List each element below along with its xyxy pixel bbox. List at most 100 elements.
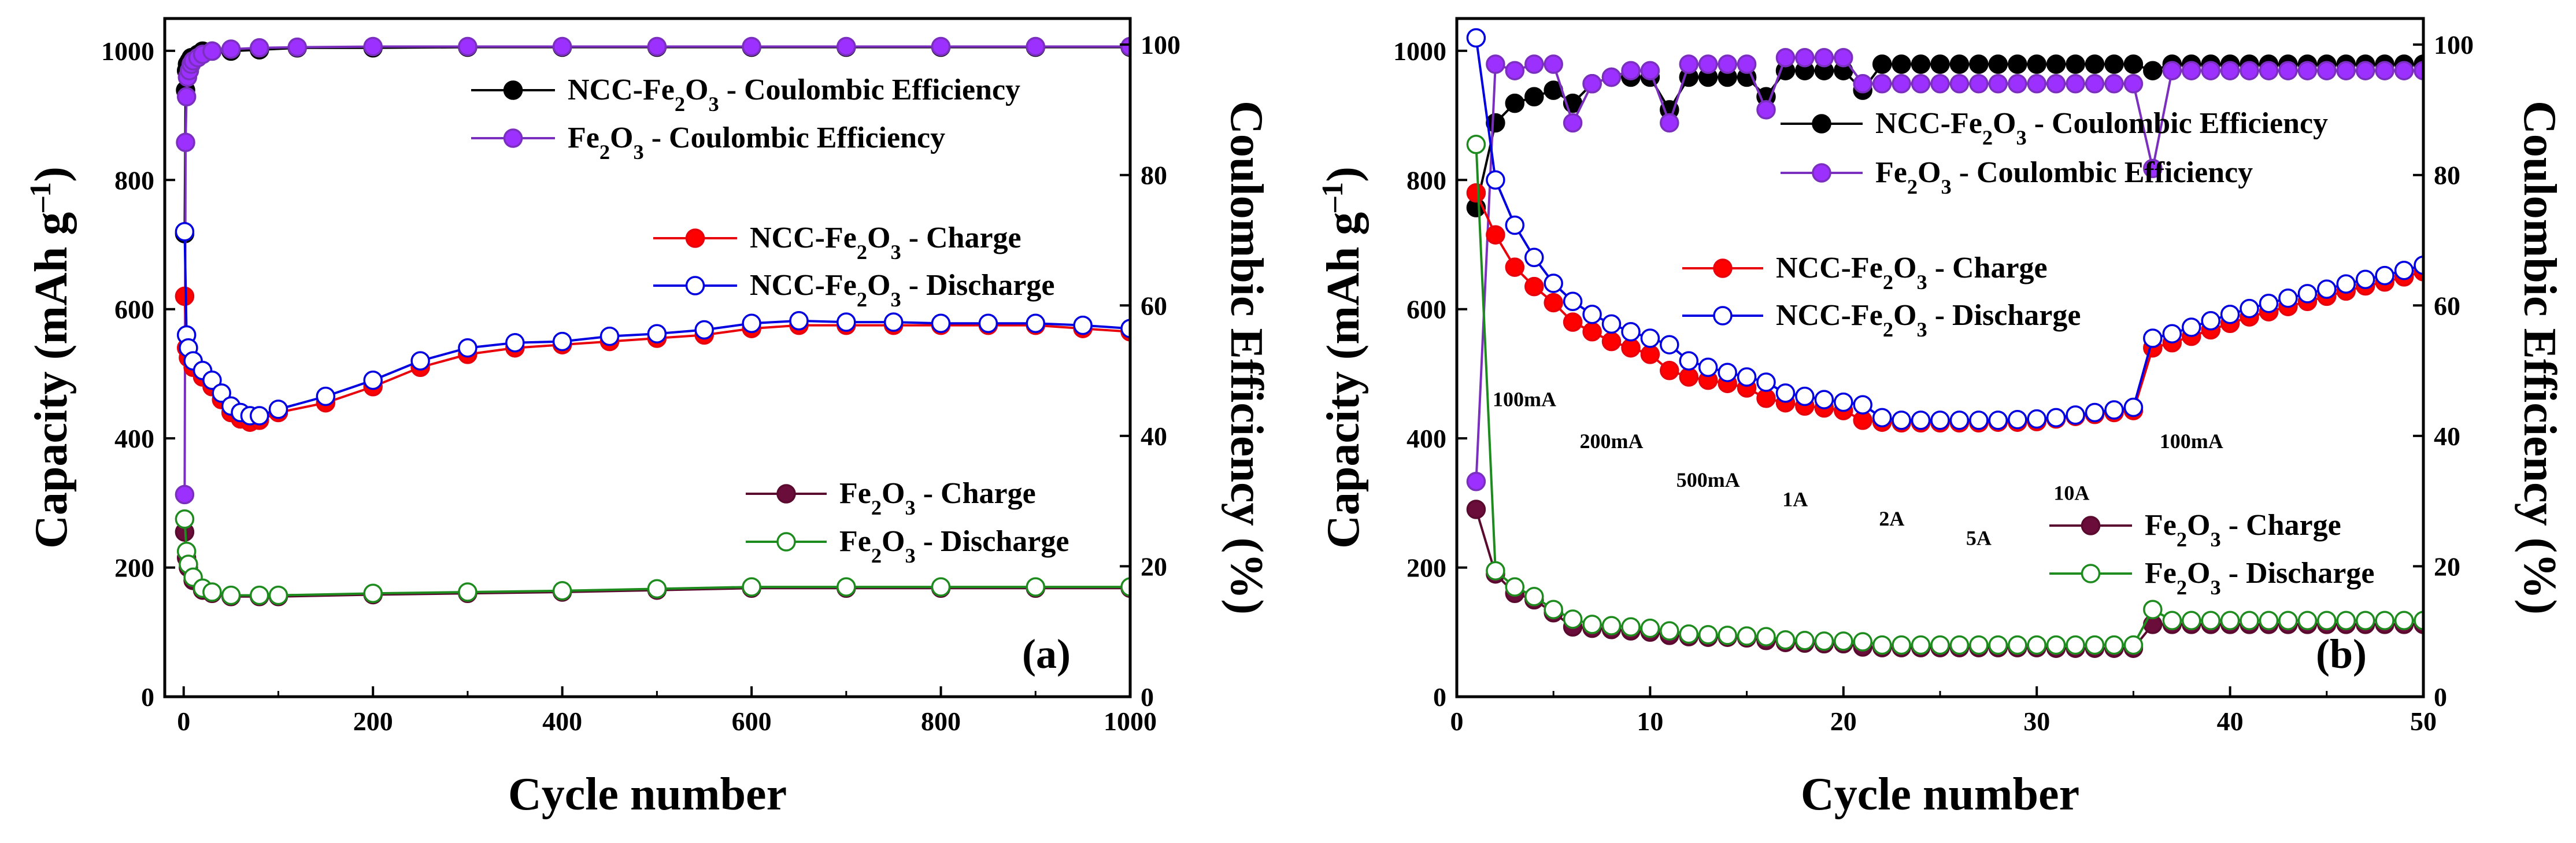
series-3-point xyxy=(2336,274,2356,294)
series-3-point xyxy=(1718,363,1737,382)
legend-marker xyxy=(776,484,796,504)
series-1-point xyxy=(176,132,195,153)
series-5-point xyxy=(1853,632,1872,652)
series-3-point xyxy=(1988,411,2008,430)
series-1-point xyxy=(1969,74,1989,94)
series-1-point xyxy=(1795,47,1815,68)
series-2-point xyxy=(1486,225,1505,245)
series-1-point xyxy=(1853,74,1872,94)
series-3-point xyxy=(2394,260,2414,280)
series-1-point xyxy=(2414,61,2423,80)
series-5-point xyxy=(2143,600,2163,619)
series-5-point xyxy=(2046,635,2066,655)
series-0-point xyxy=(1505,93,1525,113)
series-0-point xyxy=(1524,87,1544,107)
series-3-point xyxy=(1834,392,1853,412)
series-1-point xyxy=(175,485,195,505)
series-1-point xyxy=(1505,61,1525,80)
series-3-point xyxy=(268,400,288,419)
legend: NCC-Fe2O3 - Coulombic Efficiency Fe2O3 - … xyxy=(471,73,1069,567)
y-tick-label: 0 xyxy=(1433,682,1446,712)
series-3-point xyxy=(2123,397,2144,417)
series-5-point xyxy=(1026,577,1046,597)
x-tick-label: 600 xyxy=(732,707,772,736)
series-0-point xyxy=(2066,54,2085,74)
rate-annotation: 2A xyxy=(1879,507,1904,530)
series-5-point xyxy=(1814,631,1834,651)
series-5-point xyxy=(1892,635,1911,655)
series-1-point xyxy=(647,36,667,57)
y2-tick-label: 100 xyxy=(1141,30,1180,60)
legend-marker xyxy=(1812,163,1831,183)
x-tick-label: 50 xyxy=(2410,707,2437,736)
series-1-point xyxy=(1660,113,1679,133)
series-5-point xyxy=(1563,609,1583,629)
series-1-point xyxy=(287,37,307,57)
series-3-point xyxy=(2104,400,2124,420)
series-1-point xyxy=(1814,47,1834,68)
series-3-point xyxy=(837,312,856,332)
y-tick-label: 400 xyxy=(114,424,154,453)
series-1-point xyxy=(2123,74,2144,94)
series-3-point xyxy=(1486,170,1505,190)
series-5-point xyxy=(1582,615,1602,634)
rate-annotation: 1A xyxy=(1782,487,1808,511)
series-3-point xyxy=(202,370,222,390)
series-5-point xyxy=(2336,611,2356,630)
rate-annotation: 100mA xyxy=(1493,387,1556,411)
series-0-point xyxy=(2104,54,2124,74)
series-3-point xyxy=(931,313,951,334)
series-3-point xyxy=(2066,405,2085,425)
series-3-point xyxy=(2027,409,2046,429)
series-5-point xyxy=(2201,611,2220,630)
series-3-point xyxy=(883,312,904,332)
x-tick-label: 1000 xyxy=(1104,707,1157,736)
series-1-point xyxy=(1466,472,1486,491)
series-3-point xyxy=(552,331,572,352)
series-0-point xyxy=(1892,54,1911,74)
x-tick-label: 400 xyxy=(542,707,582,736)
series-1-point xyxy=(2162,61,2182,80)
series-5-point xyxy=(552,581,572,601)
y2-tick-label: 20 xyxy=(1141,552,1167,581)
series-5-point xyxy=(2355,611,2375,630)
series-1-point xyxy=(1563,113,1583,133)
series-3-point xyxy=(2046,408,2066,428)
y-axis-label: Capacity (mAh g–1) xyxy=(1316,167,1370,549)
series-5-point xyxy=(2085,635,2105,655)
series-3-point xyxy=(1969,411,1989,430)
rate-annotation: 200mA xyxy=(1580,430,1644,453)
series-3-point xyxy=(2414,255,2423,275)
series-5-point xyxy=(2297,611,2318,630)
series-5-point xyxy=(2375,611,2394,630)
series-1-point xyxy=(2336,61,2356,80)
series-5-point xyxy=(2008,635,2027,655)
series-1-point xyxy=(249,38,269,58)
series-line-3 xyxy=(1475,38,2423,422)
series-0-point xyxy=(1911,54,1931,74)
series-1-point xyxy=(2297,61,2318,80)
series-5-point xyxy=(1872,635,1892,655)
series-3-point xyxy=(2355,269,2375,290)
series-1-point xyxy=(552,36,572,57)
legend-marker xyxy=(685,276,705,295)
x-axis-label: Cycle number xyxy=(1801,769,2079,820)
legend-label: Fe2O3 - Coulombic Efficiency xyxy=(568,121,945,164)
series-1-point xyxy=(837,36,856,57)
y2-tick-label: 100 xyxy=(2434,30,2474,60)
series-1-point xyxy=(1486,54,1505,74)
series-5-point xyxy=(249,585,269,605)
series-3-point xyxy=(1601,314,1622,334)
y2-tick-label: 60 xyxy=(2434,291,2460,320)
x-axis-label: Cycle number xyxy=(508,769,787,820)
series-0-point xyxy=(2085,54,2105,74)
series-3-point xyxy=(978,313,998,334)
series-1-point xyxy=(1988,74,2008,94)
plot-area xyxy=(1466,28,2423,658)
y2-tick-label: 40 xyxy=(1141,422,1167,451)
series-1-point xyxy=(2317,61,2337,80)
series-3-point xyxy=(175,221,195,242)
y2-tick-label: 80 xyxy=(2434,161,2460,190)
series-1-point xyxy=(1698,54,1718,74)
series-1-point xyxy=(458,36,478,57)
